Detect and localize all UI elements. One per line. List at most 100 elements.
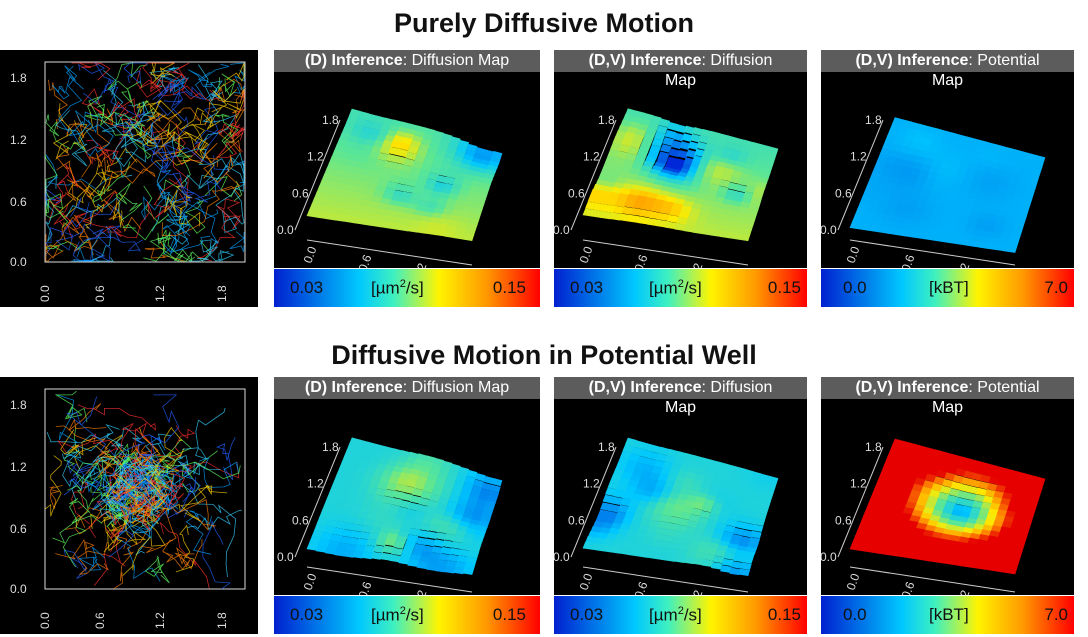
trajectory-path [63,433,121,465]
trajectory-path [123,454,153,490]
trajectory-path [164,136,208,166]
trajectory-path [161,91,189,147]
trajectory-lines [44,390,242,590]
trajectory-path [144,237,184,262]
surface-cell [688,514,701,523]
trajectory-path [120,495,157,532]
colorbar-max: 0.15 [767,605,801,624]
x-axis-line [306,566,473,593]
trajectory-path [136,67,201,100]
colorbar-max: 0.15 [492,278,526,297]
surface-cell [752,524,764,533]
trajectory-path [48,79,69,130]
surface-cell [405,151,417,161]
surface-cell [352,550,365,559]
trajectory-path [182,407,226,460]
trajectory-path [166,193,191,235]
trajectory-path [204,78,245,126]
potential-surface: 0.00.00.60.61.21.21.81.8 [821,438,1046,595]
surface-x-tick: 0.6 [899,580,918,595]
surface-cell [414,481,426,491]
map-panel-2-2: (D,V) Inference: Diffusion Map 0.0 0.0 0.6… [554,377,807,595]
surface-cell [721,558,734,567]
trajectory-path [141,507,177,554]
trajectory-path [100,158,156,197]
surface-cell [393,540,406,549]
trajectory-path [62,515,103,568]
surface-cell [710,562,723,570]
trajectory-path [199,457,240,488]
trajectory-path [65,197,121,218]
trajectory-path [118,458,146,492]
trajectory-path [77,404,157,431]
trajectory-path [65,396,107,452]
trajectory-path [150,129,189,206]
trajectory-path [149,67,180,92]
surface-cell [431,487,443,497]
surface-cell [491,478,503,487]
trajectory-path [46,424,120,444]
trajectory-path [94,100,146,136]
trajectory-path [45,245,64,262]
surface-cell [474,473,486,482]
surface-cell [426,531,438,540]
trajectory-path [181,483,237,578]
surface-cell [444,566,456,574]
trajectory-path [81,191,123,233]
surface-cell [440,546,453,555]
trajectory-path [194,107,219,157]
trajectory-path [68,110,99,137]
plot-frame [44,61,246,263]
trajectory-path [133,494,170,523]
trajectory-path [107,461,129,494]
trajectory-path [185,510,213,555]
surface-cell [712,555,725,564]
trajectory-path [111,98,139,134]
surface-cell [361,551,374,560]
panel-header: (D,V) Inference: Diffusion [554,377,807,399]
diffusion-colorbar: 0.03 [µm2/s] 0.15 [274,269,540,307]
trajectory-path [55,538,95,560]
trajectory-path [120,88,149,121]
potential-surface: 0.00.00.60.61.21.21.81.8 [821,113,1046,268]
surface-cell [741,556,754,564]
surface-cell [469,544,481,553]
surface-cell [729,567,741,576]
surface-x-tick: 1.2 [954,261,973,268]
trajectory-path [51,76,84,100]
surface-y-tick: 1.2 [583,477,600,491]
colorbar-min: 0.03 [570,605,604,624]
trajectory-path [45,202,90,255]
panel-header: (D,V) Inference: Potential [821,377,1074,399]
surface-cell [384,538,397,547]
panel-subtitle: Map [931,399,964,416]
trajectory-path [175,180,223,207]
diffusion-surface: 0.00.00.60.61.21.21.81.8 [277,437,503,595]
y-tick-label: 1.2 [10,460,27,474]
surface-cell [420,491,433,500]
surface-y-tick: 1.2 [850,150,867,164]
trajectory-path [187,509,242,531]
y-axis-line [294,119,341,231]
trajectory-path [71,62,111,81]
trajectory-path [85,236,144,252]
trajectory-path [55,110,88,167]
surface-y-tick: 0.0 [277,223,294,237]
trajectory-path [53,203,88,231]
x-tick-label: 0.6 [93,612,107,629]
trajectory-path [61,219,98,252]
colorbar-unit: [µm2/s] [371,605,424,625]
surface-y-tick: 0.6 [568,186,585,200]
x-axis-line [582,566,749,593]
x-tick-label: 0.0 [38,612,52,629]
surface-x-tick: 0.0 [844,571,863,592]
surface-cell [370,551,383,560]
trajectory-path [65,507,102,535]
trajectory-path [106,499,128,525]
trajectory-path [55,144,92,200]
surface-x-tick: 1.2 [411,261,430,268]
surface-x-tick: 1.2 [411,588,430,595]
trajectory-path [158,141,193,201]
surface-cell [489,484,501,493]
trajectory-path [123,62,148,84]
